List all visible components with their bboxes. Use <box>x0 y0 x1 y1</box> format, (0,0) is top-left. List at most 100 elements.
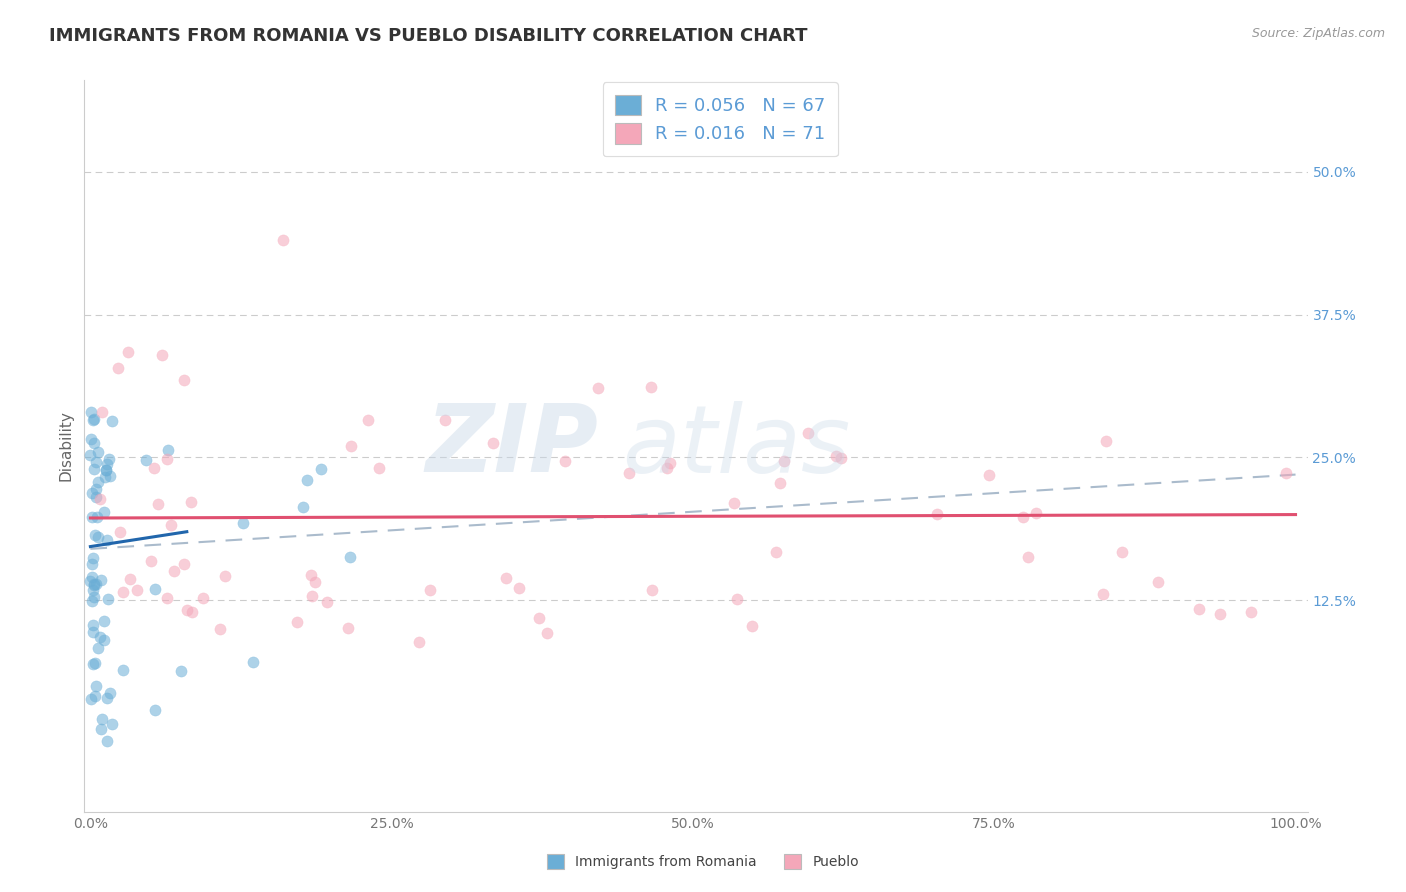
Point <box>741 619 763 633</box>
Point <box>285 615 308 629</box>
Point <box>84 490 107 504</box>
Point <box>86 482 108 496</box>
Point <box>481 436 503 450</box>
Point <box>120 572 142 586</box>
Point <box>180 606 202 620</box>
Point <box>1111 545 1133 559</box>
Point <box>86 510 108 524</box>
Point <box>977 467 1000 482</box>
Text: IMMIGRANTS FROM ROMANIA VS PUEBLO DISABILITY CORRELATION CHART: IMMIGRANTS FROM ROMANIA VS PUEBLO DISABI… <box>49 27 807 45</box>
Point <box>316 595 339 609</box>
Point <box>87 531 110 545</box>
Point <box>208 622 231 636</box>
Point <box>82 413 104 427</box>
Point <box>82 550 104 565</box>
Point <box>641 582 664 597</box>
Point <box>86 641 108 656</box>
Point <box>180 494 202 508</box>
Point <box>83 578 105 592</box>
Point <box>1275 466 1298 480</box>
Point <box>1025 506 1047 520</box>
Point <box>112 585 135 599</box>
Point <box>96 458 118 472</box>
Point <box>141 554 163 568</box>
Point <box>725 592 748 607</box>
Point <box>101 717 124 731</box>
Point <box>271 233 294 247</box>
Point <box>640 379 662 393</box>
Point <box>357 413 380 427</box>
Point <box>111 663 134 677</box>
Point <box>657 461 679 475</box>
Point <box>83 590 105 604</box>
Point <box>82 582 104 597</box>
Point <box>536 626 558 640</box>
Point <box>82 657 104 672</box>
Point <box>93 614 115 628</box>
Point <box>84 454 107 468</box>
Point <box>79 574 101 589</box>
Point <box>80 569 103 583</box>
Point <box>163 564 186 578</box>
Legend: Immigrants from Romania, Pueblo: Immigrants from Romania, Pueblo <box>540 847 866 876</box>
Point <box>93 633 115 648</box>
Point <box>127 582 149 597</box>
Point <box>89 722 111 736</box>
Point <box>84 577 107 591</box>
Point <box>98 686 121 700</box>
Point <box>659 456 682 470</box>
Point <box>80 510 103 524</box>
Point <box>339 549 361 564</box>
Point <box>191 591 214 606</box>
Point <box>80 405 103 419</box>
Point <box>82 624 104 639</box>
Point <box>508 581 530 595</box>
Point <box>79 448 101 462</box>
Point <box>173 373 195 387</box>
Point <box>83 412 105 426</box>
Point <box>232 516 254 530</box>
Point <box>96 463 118 477</box>
Point <box>97 592 120 607</box>
Point <box>292 500 315 514</box>
Point <box>337 620 360 634</box>
Point <box>96 463 118 477</box>
Point <box>98 469 121 483</box>
Point <box>80 692 103 706</box>
Point <box>1240 606 1263 620</box>
Point <box>301 589 323 603</box>
Point <box>89 492 111 507</box>
Point <box>554 453 576 467</box>
Point <box>80 432 103 446</box>
Point <box>825 450 848 464</box>
Point <box>156 591 179 606</box>
Point <box>295 473 318 487</box>
Point <box>1147 575 1170 590</box>
Point <box>1091 586 1114 600</box>
Legend: R = 0.056   N = 67, R = 0.016   N = 71: R = 0.056 N = 67, R = 0.016 N = 71 <box>603 82 838 156</box>
Point <box>80 594 103 608</box>
Point <box>1188 601 1211 615</box>
Point <box>214 568 236 582</box>
Point <box>90 573 112 587</box>
Point <box>91 713 114 727</box>
Point <box>83 577 105 591</box>
Point <box>143 703 166 717</box>
Point <box>96 691 118 706</box>
Point <box>135 452 157 467</box>
Point <box>80 557 103 571</box>
Point <box>143 460 166 475</box>
Point <box>84 690 107 704</box>
Point <box>96 733 118 747</box>
Text: Source: ZipAtlas.com: Source: ZipAtlas.com <box>1251 27 1385 40</box>
Point <box>83 461 105 475</box>
Point <box>143 582 166 596</box>
Point <box>830 451 852 466</box>
Point <box>495 571 517 585</box>
Point <box>160 517 183 532</box>
Text: atlas: atlas <box>623 401 851 491</box>
Point <box>367 461 389 475</box>
Point <box>419 583 441 598</box>
Point <box>304 574 326 589</box>
Point <box>527 610 550 624</box>
